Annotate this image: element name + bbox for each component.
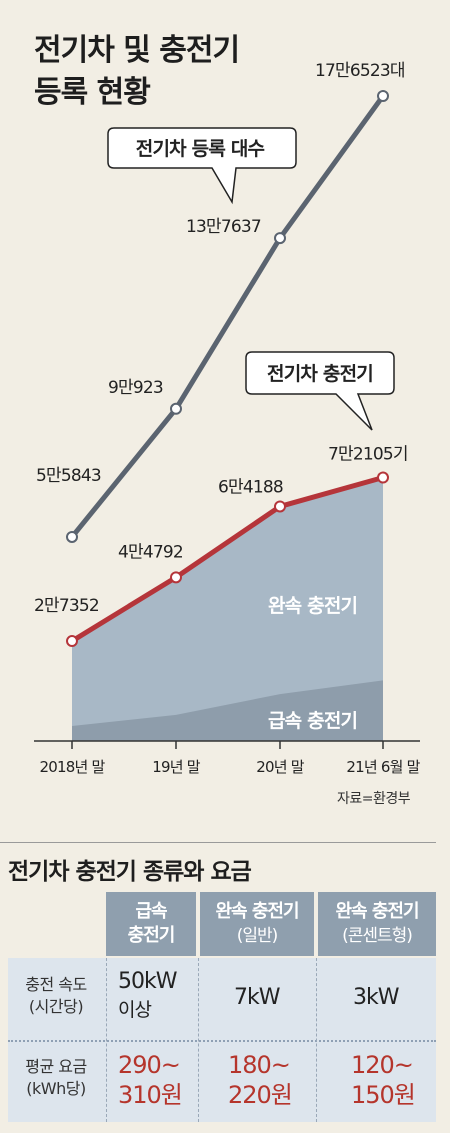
source-note: 자료=환경부 <box>337 791 411 807</box>
speed-outlet-value: 3kW <box>353 984 399 1012</box>
ev-data-label: 9만923 <box>108 378 163 398</box>
ev-callout-label: 전기차 등록 대수 <box>136 138 265 160</box>
fee-fast-value: 290~ 310원 <box>118 1050 183 1110</box>
ev-point <box>274 232 286 245</box>
charger-data-label: 6만4188 <box>218 477 283 497</box>
header-fast-line1: 급속 <box>135 901 167 922</box>
header-slow-line2: (일반) <box>236 926 279 946</box>
charger-data-label: 4만4792 <box>118 542 183 562</box>
row-divider <box>8 1040 436 1042</box>
charger-point <box>274 500 286 513</box>
speed-fast-value: 50kW 이상 <box>118 968 177 1024</box>
row-label-fee: 평균 요금 (kWh당) <box>8 1056 104 1100</box>
header-fast-charger: 급속 충전기 <box>106 892 196 956</box>
ev-registration-line <box>70 94 386 539</box>
charger-data-label: 2만7352 <box>34 596 99 616</box>
row-label-fee-line2: (kWh당) <box>26 1079 86 1098</box>
title-line-1: 전기차 및 충전기 <box>34 33 240 68</box>
speed-slow-value: 7kW <box>234 984 280 1012</box>
row-label-speed: 충전 속도 (시간당) <box>8 974 104 1018</box>
header-slow-line1: 완속 충전기 <box>215 901 299 922</box>
charger-point <box>170 571 182 584</box>
charger-callout-label: 전기차 충전기 <box>267 363 373 385</box>
fee-slow-line1: 180~ <box>228 1051 291 1079</box>
header-outlet-line2: (콘센트형) <box>342 926 413 946</box>
charger-line <box>70 475 384 644</box>
column-divider <box>106 958 107 1122</box>
slow-charger-label: 완속 충전기 <box>268 595 357 617</box>
fee-slow-value: 180~ 220원 <box>228 1050 293 1110</box>
charger-table: 급속 충전기 완속 충전기 (일반) 완속 충전기 (콘센트형) 충전 속도 (… <box>8 892 436 1122</box>
x-tick-label: 19년 말 <box>152 758 200 776</box>
x-tick-label: 2018년 말 <box>40 758 106 776</box>
charger-callout-bubble <box>245 351 395 431</box>
ev-data-label: 13만7637 <box>186 217 261 237</box>
charger-point <box>377 471 389 484</box>
title-line-2: 등록 현황 <box>34 75 151 110</box>
row-label-speed-line1: 충전 속도 <box>25 975 87 994</box>
fast-charger-area <box>72 680 383 741</box>
table-body <box>8 958 436 1122</box>
speed-slow-line1: 7kW <box>234 985 280 1010</box>
fee-outlet-value: 120~ 150원 <box>351 1050 416 1110</box>
speed-outlet-line1: 3kW <box>353 985 399 1010</box>
column-divider <box>316 958 317 1122</box>
table-title: 전기차 충전기 종류와 요금 <box>8 859 252 885</box>
fee-outlet-line2: 150원 <box>351 1081 416 1109</box>
ev-data-label: 17만6523대 <box>315 61 405 81</box>
row-label-fee-line1: 평균 요금 <box>25 1057 87 1076</box>
chart-title: 전기차 및 충전기 등록 현황 <box>34 30 240 114</box>
charger-data-label: 7만2105기 <box>328 445 408 465</box>
header-fast-line2: 충전기 <box>127 925 176 946</box>
ev-data-label: 5만5843 <box>36 466 101 486</box>
row-label-speed-line2: (시간당) <box>28 997 84 1016</box>
slow-charger-area <box>72 477 383 741</box>
fee-slow-line2: 220원 <box>228 1081 293 1109</box>
fee-fast-line1: 290~ <box>118 1051 181 1079</box>
x-tick-label: 21년 6월 말 <box>346 758 420 776</box>
section-divider <box>0 842 436 843</box>
column-divider <box>198 958 199 1122</box>
header-outlet-line1: 완속 충전기 <box>335 901 419 922</box>
ev-point <box>377 90 389 102</box>
header-slow-charger-outlet: 완속 충전기 (콘센트형) <box>318 892 436 956</box>
ev-callout-bubble <box>107 127 297 205</box>
speed-fast-line1: 50kW <box>118 969 177 994</box>
x-tick-label: 20년 말 <box>256 758 304 776</box>
speed-fast-line2: 이상 <box>118 999 152 1021</box>
fast-charger-label: 급속 충전기 <box>268 710 357 732</box>
fee-fast-line2: 310원 <box>118 1081 183 1109</box>
header-slow-charger-general: 완속 충전기 (일반) <box>200 892 314 956</box>
fee-outlet-line1: 120~ <box>351 1051 414 1079</box>
ev-point <box>66 530 78 543</box>
charger-point <box>66 635 78 648</box>
ev-point <box>170 402 182 415</box>
